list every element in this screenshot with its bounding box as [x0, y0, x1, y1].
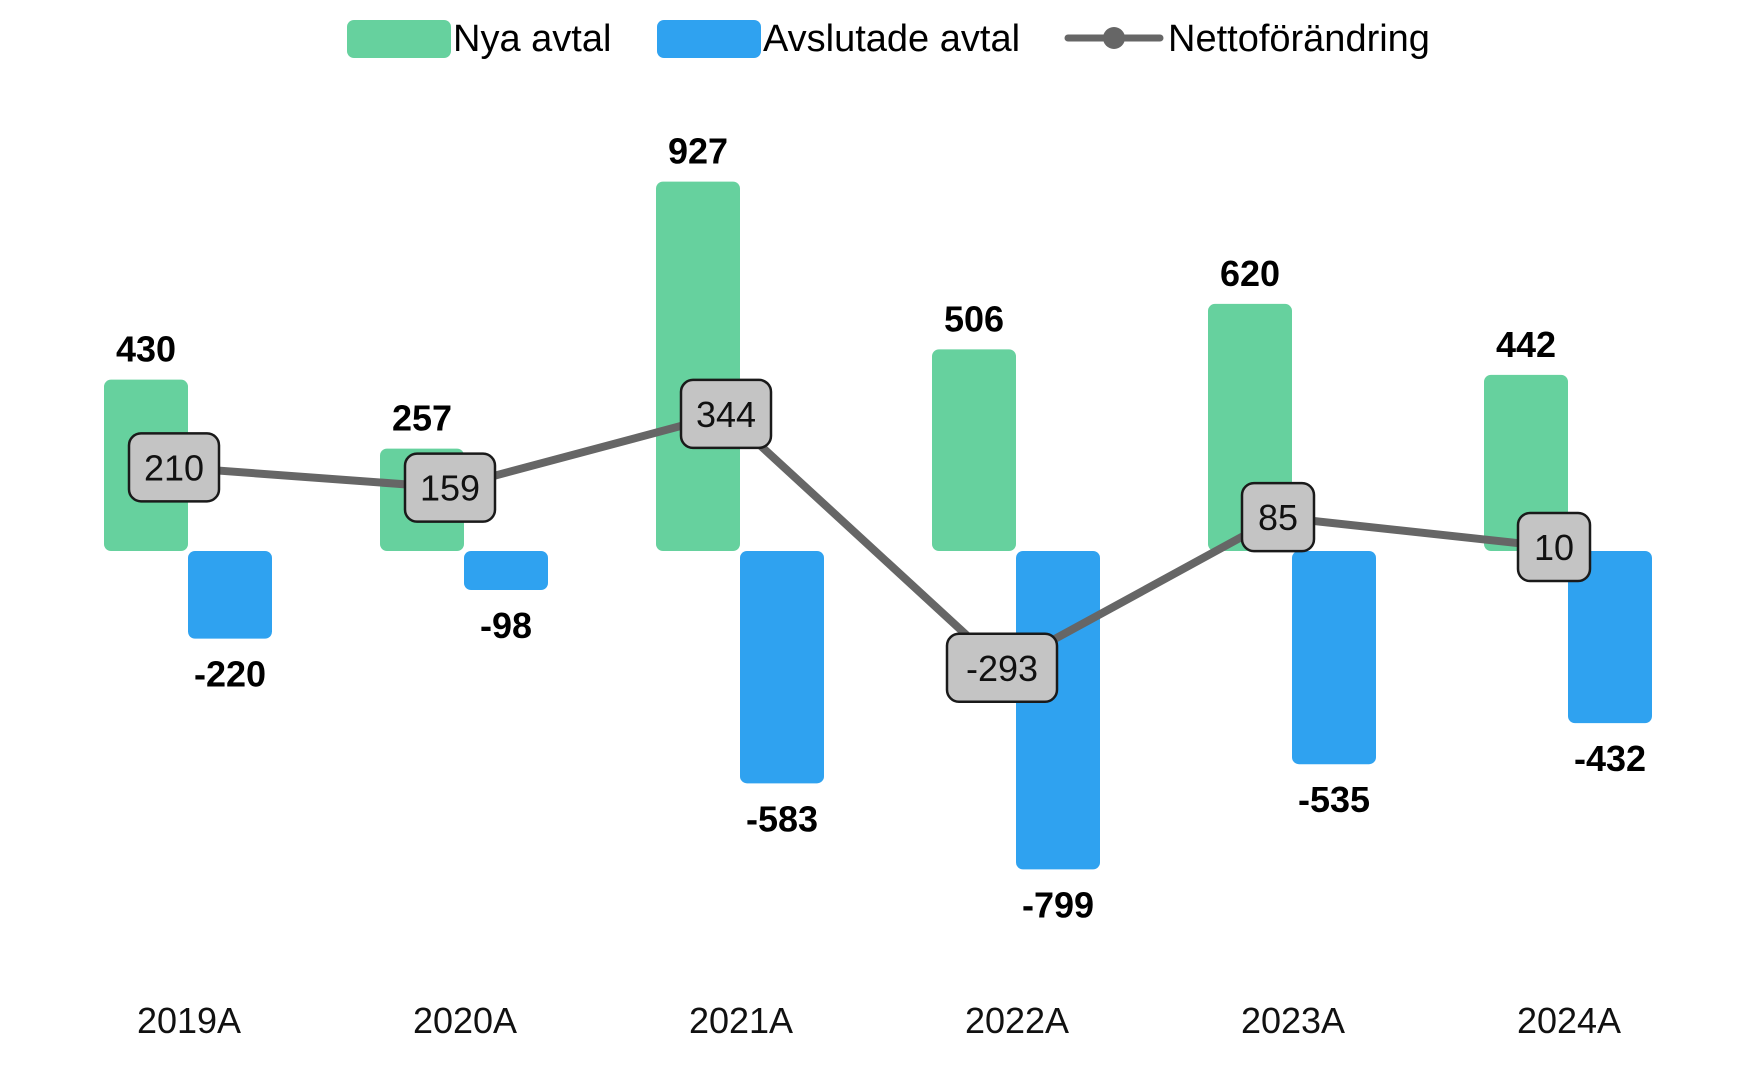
- data-label-avslutade-avtal-2020a: -98: [480, 605, 532, 646]
- bar-nya-avtal-2022a: [932, 349, 1016, 551]
- category-group-2019a: [104, 379, 272, 639]
- net-change-point-2019a: 210: [127, 432, 221, 503]
- category-group-2022a: [932, 349, 1100, 870]
- data-label-nya-avtal-2019a: 430: [116, 329, 176, 370]
- x-tick-label-2024a: 2024A: [1517, 1000, 1621, 1041]
- net-change-label-box-2019a: [127, 432, 221, 503]
- data-label-nya-avtal-2020a: 257: [392, 398, 452, 439]
- x-tick-label-2023a: 2023A: [1241, 1000, 1345, 1041]
- category-group-2021a: [656, 181, 824, 784]
- net-change-point-2021a: 344: [679, 378, 773, 450]
- bar-avslutade-avtal-2020a: [464, 551, 548, 591]
- net-change-point-2022a: -293: [945, 632, 1059, 704]
- net-change-label-2021a: 344: [696, 394, 756, 435]
- bar-avslutade-avtal-2019a: [188, 551, 272, 639]
- legend-item-nettoforandring: Nettoförändring: [1064, 18, 1430, 60]
- x-axis: 2019A 2020A 2021A 2022A 2023A 2024A: [137, 1000, 1621, 1041]
- bar-nya-avtal-2021a: [656, 181, 740, 551]
- x-tick-label-2021a: 2021A: [689, 1000, 793, 1041]
- bar-nya-avtal-2024a: [1484, 374, 1568, 551]
- net-change-point-2020a: 159: [403, 452, 497, 523]
- x-tick-label-2022a: 2022A: [965, 1000, 1069, 1041]
- legend-swatch-nya-avtal: [347, 20, 451, 58]
- net-change-label-box-2021a: [679, 378, 773, 450]
- data-label-avslutade-avtal-2019a: -220: [194, 654, 266, 695]
- bar-avslutade-avtal-2021a: [740, 551, 824, 784]
- net-change-point-2024a: 10: [1516, 511, 1592, 583]
- legend-item-avslutade-avtal: Avslutade avtal: [657, 18, 1020, 60]
- legend-label-avslutade-avtal: Avslutade avtal: [763, 18, 1020, 60]
- x-tick-label-2020a: 2020A: [413, 1000, 517, 1041]
- net-change-label-2024a: 10: [1534, 527, 1574, 568]
- legend: Nya avtal Avslutade avtal Nettoförändring: [347, 18, 1430, 60]
- category-group-2024a: [1484, 374, 1652, 724]
- data-label-avslutade-avtal-2024a: -432: [1574, 738, 1646, 779]
- data-label-nya-avtal-2023a: 620: [1220, 253, 1280, 294]
- data-label-nya-avtal-2024a: 442: [1496, 324, 1556, 365]
- net-change-label-2020a: 159: [420, 468, 480, 509]
- net-change-label-box-2023a: [1240, 481, 1316, 553]
- x-tick-label-2019a: 2019A: [137, 1000, 241, 1041]
- net-change-label-2019a: 210: [144, 447, 204, 488]
- net-change-point-2023a: 85: [1240, 481, 1316, 553]
- net-change-label-2022a: -293: [966, 648, 1038, 689]
- data-label-avslutade-avtal-2021a: -583: [746, 798, 818, 839]
- legend-label-nya-avtal: Nya avtal: [453, 18, 611, 60]
- bar-avslutade-avtal-2023a: [1292, 551, 1376, 765]
- net-change-label-box-2024a: [1516, 511, 1592, 583]
- data-label-layer: 430 -220 257 -98 927 -583 506 -799 620 -535 442 -43…: [116, 131, 1646, 926]
- bar-avslutade-avtal-2022a: [1016, 551, 1100, 870]
- net-change-label-2023a: 85: [1258, 497, 1298, 538]
- net-change-label-box-2022a: [945, 632, 1059, 704]
- net-change-line-layer: 210 159 344 -293 85 10: [127, 378, 1592, 704]
- net-change-label-box-2020a: [403, 452, 497, 523]
- data-label-avslutade-avtal-2023a: -535: [1298, 779, 1370, 820]
- bar-avslutade-avtal-2024a: [1568, 551, 1652, 724]
- bar-layer: [104, 181, 1652, 870]
- data-label-nya-avtal-2022a: 506: [944, 298, 1004, 339]
- legend-swatch-avslutade-avtal: [657, 20, 761, 58]
- legend-label-nettoforandring: Nettoförändring: [1168, 18, 1430, 60]
- legend-swatch-nettoforandring: [1064, 27, 1164, 49]
- legend-item-nya-avtal: Nya avtal: [347, 18, 611, 60]
- data-label-nya-avtal-2021a: 927: [668, 131, 728, 172]
- data-label-avslutade-avtal-2022a: -799: [1022, 884, 1094, 925]
